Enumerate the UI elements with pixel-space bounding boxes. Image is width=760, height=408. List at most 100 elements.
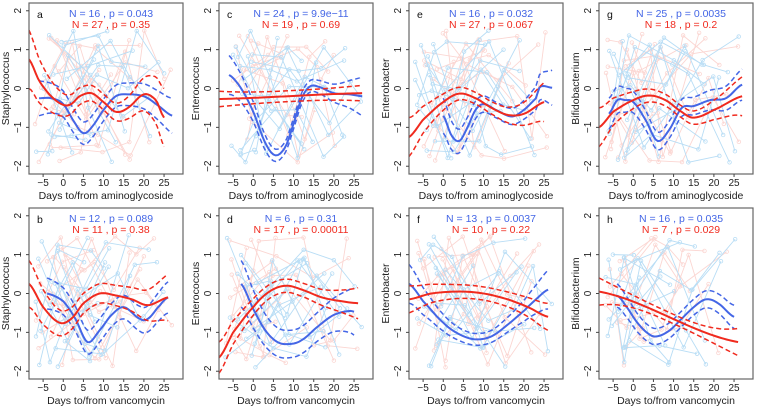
subject-point <box>57 158 62 164</box>
subject-trajectory <box>243 47 362 136</box>
subject-point <box>538 326 543 332</box>
subject-point <box>127 38 132 43</box>
subject-point <box>605 64 611 69</box>
subject-trajectory <box>607 238 684 298</box>
subject-trajectory <box>433 236 522 305</box>
subject-point <box>358 99 364 104</box>
subject-trajectory <box>242 68 352 124</box>
subject-point <box>484 350 489 356</box>
subject-point <box>47 359 53 365</box>
subject-point <box>280 81 285 86</box>
blue-ci-upper <box>409 263 549 335</box>
x-tick-label: 10 <box>668 178 680 189</box>
subject-trajectory <box>251 47 346 72</box>
subject-point <box>71 111 77 117</box>
subject-point <box>154 259 160 265</box>
subject-point <box>100 149 105 155</box>
subject-trajectory <box>440 248 518 320</box>
subject-point <box>461 49 467 54</box>
subject-point <box>636 68 642 74</box>
subject-point <box>711 74 716 79</box>
subject-trajectory <box>234 270 254 330</box>
blue-stat-label: N = 16 , p = 0.032 <box>449 8 533 20</box>
x-tick-label: 5 <box>271 383 277 394</box>
subject-point <box>451 149 457 155</box>
subject-trajectory <box>611 239 695 327</box>
x-tick-label: 15 <box>688 383 700 394</box>
subject-point <box>87 313 93 318</box>
y-tick-label: −2 <box>583 365 594 377</box>
panel-g: −5 0 5 10 15 20 25 −2 −1 0 1 2 Days to/from aminogly… <box>570 2 754 202</box>
subject-point <box>416 93 422 98</box>
subject-point <box>522 236 528 241</box>
subject-point <box>45 152 51 157</box>
subject-point <box>46 32 52 38</box>
subject-point <box>235 317 241 322</box>
subject-point <box>451 267 456 272</box>
subject-point <box>478 346 483 351</box>
subject-point <box>49 106 54 111</box>
subject-trajectory <box>64 235 130 362</box>
subject-point <box>446 235 452 241</box>
subject-point <box>716 350 721 356</box>
subject-point <box>498 152 504 157</box>
y-axis-label: Enterococcus <box>190 262 202 326</box>
blue-stat-label: N = 16 , p = 0.043 <box>69 8 153 20</box>
blue-ci-lower <box>228 90 363 163</box>
y-tick-label: 2 <box>203 8 214 14</box>
panel-letter: d <box>227 214 233 226</box>
subject-point <box>224 235 230 241</box>
subject-point <box>647 158 652 163</box>
red-fit-line <box>409 290 549 318</box>
subject-point <box>426 254 432 259</box>
subject-point <box>284 312 290 317</box>
subject-point <box>474 326 479 331</box>
subject-point <box>146 247 151 252</box>
subject-point <box>429 88 434 93</box>
subject-point <box>703 36 708 41</box>
subject-point <box>418 257 423 263</box>
subject-point <box>341 58 347 63</box>
subject-point <box>267 75 273 80</box>
subject-point <box>302 136 307 142</box>
subject-point <box>434 342 439 347</box>
subject-point <box>491 240 496 245</box>
subject-point <box>307 54 312 60</box>
panel-letter: a <box>37 9 43 21</box>
panel-a: −5 0 5 10 15 20 25 −2 −1 0 1 2 Days to/from aminogly… <box>0 2 184 202</box>
subject-point <box>603 154 608 160</box>
subject-trajectory <box>61 35 146 68</box>
subject-point <box>130 48 135 53</box>
subject-point <box>304 354 309 359</box>
subject-point <box>529 279 534 284</box>
y-tick-label: −2 <box>393 160 404 172</box>
subject-point <box>271 346 276 351</box>
red-fit-line <box>599 94 743 129</box>
subject-trajectory <box>43 29 113 162</box>
subject-trajectory <box>240 108 305 151</box>
subject-point <box>444 28 449 34</box>
subject-point <box>692 244 698 249</box>
subject-point <box>460 234 465 239</box>
x-tick-label: 0 <box>440 383 446 394</box>
subject-point <box>77 43 82 48</box>
subject-point <box>696 30 702 35</box>
subject-point <box>496 269 502 274</box>
subject-point <box>662 343 668 348</box>
subject-point <box>109 59 114 64</box>
x-axis-label: Days to/from vancomycin <box>427 395 545 407</box>
subject-point <box>321 45 326 50</box>
y-tick-label: 1 <box>583 46 594 52</box>
subject-trajectory <box>233 274 335 361</box>
subject-point <box>624 117 630 123</box>
subject-trajectory <box>626 37 703 121</box>
subject-point <box>470 263 476 268</box>
x-tick-label: 15 <box>498 383 510 394</box>
subject-trajectory <box>635 88 727 155</box>
subject-trajectory <box>434 105 484 154</box>
y-tick-label: −1 <box>393 121 404 133</box>
subject-point <box>528 136 533 141</box>
subject-point <box>248 38 254 44</box>
subject-point <box>467 153 472 158</box>
subject-point <box>295 46 301 52</box>
